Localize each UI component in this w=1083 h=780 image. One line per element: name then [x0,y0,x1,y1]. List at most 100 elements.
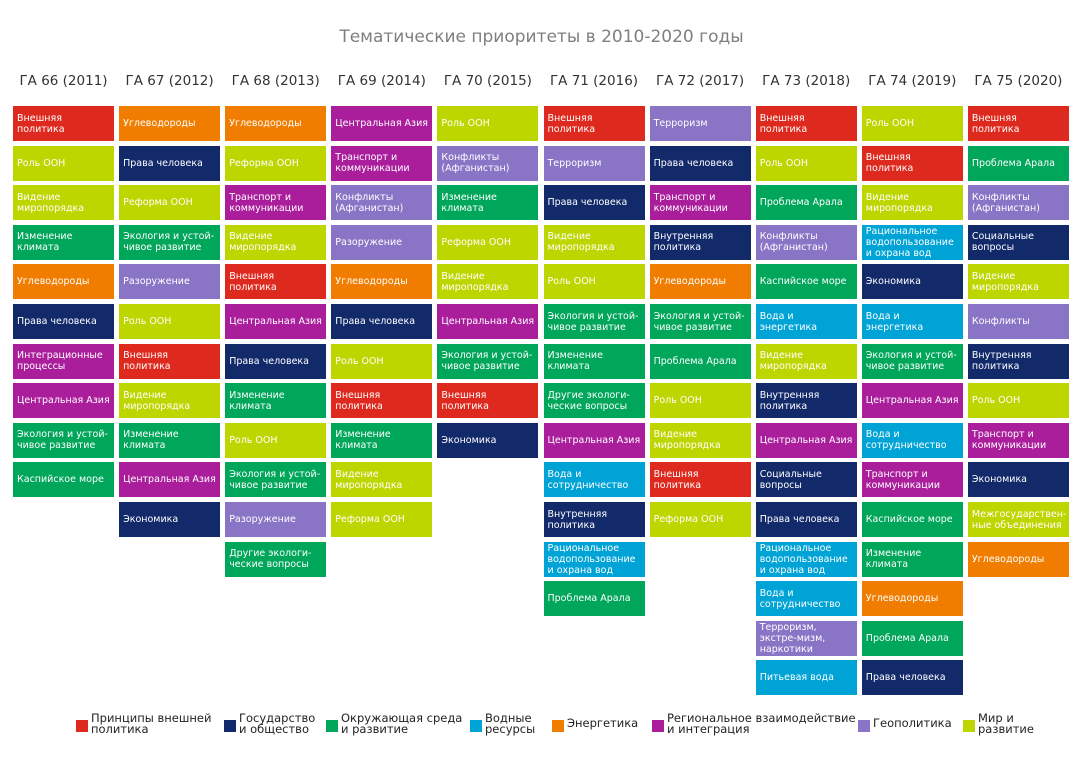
column-header: ГА 70 (2015) [443,73,532,89]
topic-label: Права человека [335,316,416,327]
topic-tile: Видение миропорядка [13,185,114,221]
legend-swatch [470,720,482,732]
topic-tile: Роль ООН [437,106,539,141]
topic-label: Видение миропорядка [759,350,827,373]
topic-tile: Права человека [543,185,645,221]
column-header: ГА 75 (2020) [974,73,1063,89]
topic-label: Внешняя политика [971,112,1020,135]
topic-label: Проблема Арала [653,355,737,367]
topic-label: Вода и энергетика [865,310,924,333]
topic-label: Внешняя политика [759,112,808,135]
topic-label: Видение миропорядка [335,468,403,491]
topic-tile: Вода и сотрудничество [543,462,645,498]
topic-label: Видение миропорядка [441,270,509,293]
topic-label: Видение миропорядка [547,231,615,254]
topic-label: Роль ООН [971,395,1021,407]
topic-tile: Права человека [649,145,751,181]
topic-tile: Изменение климата [225,383,327,419]
topic-tile: Роль ООН [543,264,645,300]
topic-tile: Экология и устой-чивое развитие [861,343,963,379]
topic-label: Разоружение [229,514,296,525]
topic-label: Реформа ООН [123,197,193,209]
topic-label: Терроризм, экстре-мизм, наркотики [759,621,826,655]
topic-tile: Видение миропорядка [331,462,433,498]
legend-label: Государство и общество [239,710,316,736]
topic-tile: Изменение климата [861,541,963,577]
topic-tile: Роль ООН [13,145,114,181]
legend-label: Водные ресурсы [485,710,536,736]
legend-label: Геополитика [873,716,952,731]
topic-tile: Права человека [331,304,433,339]
topic-tile: Роль ООН [755,145,857,181]
legend-item-water: Водные ресурсы [470,711,535,737]
topic-label: Терроризм [653,118,708,129]
topic-label: Права человека [865,672,946,684]
topic-label: Рациональное водопользование и охрана во… [759,542,848,576]
topic-label: Межгосударствен-ные объединения [971,508,1067,531]
topic-tile: Рациональное водопользование и охрана во… [861,224,963,260]
legend-swatch [76,720,88,732]
topic-label: Роль ООН [441,118,490,129]
topic-label: Углеводороды [653,276,726,288]
column-header: ГА 74 (2019) [868,73,957,89]
topic-tile: Реформа ООН [437,224,539,260]
topic-label: Разоружение [335,236,402,248]
topic-label: Видение миропорядка [971,270,1039,293]
topic-label: Центральная Азия [865,395,959,407]
topic-label: Внешняя политика [229,270,277,293]
topic-tile: Экология и устой-чивое развитие [225,462,327,498]
topic-tile: Экология и устой-чивое развитие [119,224,221,260]
topic-label: Изменение климата [547,350,603,373]
topic-label: Конфликты (Афганистан) [759,231,828,254]
topic-label: Центральная Азия [17,395,110,407]
topic-tile: Экология и устой-чивое развитие [13,422,114,458]
topic-label: Центральная Азия [441,316,535,327]
column-header: ГА 66 (2011) [19,73,108,89]
topic-tile: Реформа ООН [331,502,433,537]
topic-label: Углеводороды [865,593,939,605]
topic-tile: Роль ООН [225,422,327,458]
topic-tile: Роль ООН [119,304,221,339]
topic-label: Внешняя политика [123,350,171,373]
topic-tile: Проблема Арала [649,343,751,379]
topic-tile: Экономика [437,422,539,458]
topic-tile: Права человека [119,145,221,181]
topic-tile: Транспорт и коммуникации [331,145,433,181]
topic-label: Транспорт и коммуникации [971,429,1047,452]
topic-tile: Внешняя политика [225,264,327,300]
topic-label: Углеводороды [123,118,196,129]
topic-tile: Вода и сотрудничество [755,581,857,617]
topic-tile: Экология и устой-чивое развитие [543,304,645,339]
topic-label: Видение миропорядка [865,191,933,214]
column-header: ГА 69 (2014) [337,73,426,89]
topic-label: Другие экологи-ческие вопросы [547,389,630,412]
topic-tile: Видение миропорядка [543,224,645,260]
topic-label: Разоружение [123,276,190,288]
topic-label: Внешняя политика [653,468,702,491]
topic-label: Проблема Арала [759,197,843,209]
topic-label: Вода и сотрудничество [547,468,629,491]
legend-item-regional: Региональное взаимодействие и интеграция [652,711,856,737]
topic-label: Права человека [759,514,840,525]
topic-tile: Видение миропорядка [755,343,857,379]
topic-tile: Центральная Азия [543,422,645,458]
topic-label: Экология и устой-чивое развитие [653,310,745,333]
legend-label: Энергетика [567,716,639,731]
topic-label: Реформа ООН [335,514,405,525]
topic-label: Внутренняя политика [971,350,1032,373]
topic-tile: Видение миропорядка [119,383,221,419]
legend-swatch [652,720,664,732]
topic-label: Терроризм [547,157,602,169]
topic-tile: Центральная Азия [331,106,433,141]
topic-tile: Углеводороды [225,106,327,141]
topic-label: Транспорт и коммуникации [335,152,410,175]
topic-label: Проблема Арала [865,632,949,644]
topic-label: Роль ООН [547,276,596,288]
topic-label: Реформа ООН [653,514,724,525]
topic-tile: Центральная Азия [437,304,539,339]
topic-label: Рациональное водопользование и охрана во… [547,542,636,576]
topic-tile: Внешняя политика [119,343,221,379]
topic-tile: Каспийское море [755,264,857,300]
topic-tile: Экономика [967,462,1069,498]
topic-tile: Права человека [13,304,114,339]
